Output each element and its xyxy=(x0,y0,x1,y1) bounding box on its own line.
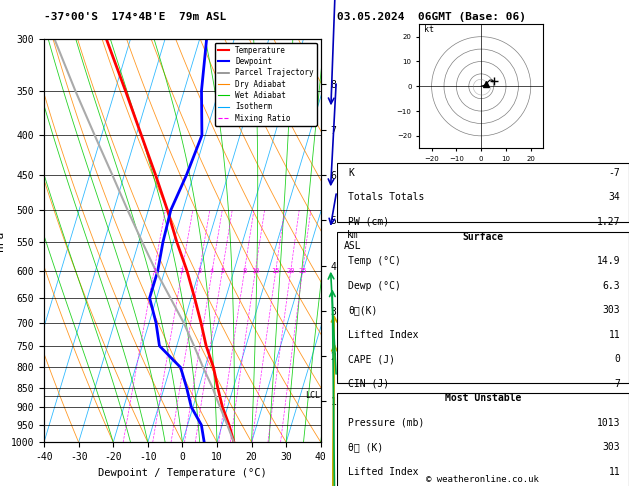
Text: 0: 0 xyxy=(615,354,620,364)
Text: 1013: 1013 xyxy=(597,418,620,428)
Text: Lifted Index: Lifted Index xyxy=(348,467,419,477)
Text: Most Unstable: Most Unstable xyxy=(445,393,521,403)
Bar xyxy=(337,163,629,222)
Text: 6.3: 6.3 xyxy=(603,280,620,291)
Text: Totals Totals: Totals Totals xyxy=(348,192,425,202)
Text: 303: 303 xyxy=(603,442,620,452)
Text: 34: 34 xyxy=(608,192,620,202)
Text: θᴇ(K): θᴇ(K) xyxy=(348,305,377,315)
Text: 2: 2 xyxy=(180,268,184,274)
Text: θᴇ (K): θᴇ (K) xyxy=(348,442,384,452)
Text: 20: 20 xyxy=(286,268,295,274)
X-axis label: Dewpoint / Temperature (°C): Dewpoint / Temperature (°C) xyxy=(98,468,267,478)
Text: 14.9: 14.9 xyxy=(597,256,620,266)
Bar xyxy=(337,231,629,383)
Text: LCL: LCL xyxy=(305,391,320,400)
Text: Temp (°C): Temp (°C) xyxy=(348,256,401,266)
Text: 7: 7 xyxy=(615,379,620,389)
Text: 3: 3 xyxy=(198,268,201,274)
Text: 11: 11 xyxy=(608,467,620,477)
Text: PW (cm): PW (cm) xyxy=(348,217,389,227)
Text: 03.05.2024  06GMT (Base: 06): 03.05.2024 06GMT (Base: 06) xyxy=(337,12,525,22)
Text: 25: 25 xyxy=(298,268,307,274)
Text: Lifted Index: Lifted Index xyxy=(348,330,419,340)
Text: 5: 5 xyxy=(220,268,225,274)
Y-axis label: hPa: hPa xyxy=(0,230,5,251)
Text: K: K xyxy=(348,168,354,178)
Bar xyxy=(337,393,629,486)
Text: 15: 15 xyxy=(272,268,280,274)
Text: 10: 10 xyxy=(251,268,260,274)
Text: © weatheronline.co.uk: © weatheronline.co.uk xyxy=(426,475,539,484)
Text: Pressure (mb): Pressure (mb) xyxy=(348,418,425,428)
Text: 303: 303 xyxy=(603,305,620,315)
Legend: Temperature, Dewpoint, Parcel Trajectory, Dry Adiabat, Wet Adiabat, Isotherm, Mi: Temperature, Dewpoint, Parcel Trajectory… xyxy=(214,43,317,125)
Text: 1: 1 xyxy=(152,268,156,274)
Text: 11: 11 xyxy=(608,330,620,340)
Text: CAPE (J): CAPE (J) xyxy=(348,354,395,364)
Text: 4: 4 xyxy=(210,268,214,274)
Text: 1.27: 1.27 xyxy=(597,217,620,227)
Text: -37°00'S  174°4B'E  79m ASL: -37°00'S 174°4B'E 79m ASL xyxy=(44,12,226,22)
Text: 8: 8 xyxy=(242,268,247,274)
Text: Surface: Surface xyxy=(462,231,503,242)
Text: kt: kt xyxy=(424,25,434,34)
Y-axis label: km
ASL: km ASL xyxy=(344,230,362,251)
Text: CIN (J): CIN (J) xyxy=(348,379,389,389)
Text: -7: -7 xyxy=(608,168,620,178)
Text: Dewp (°C): Dewp (°C) xyxy=(348,280,401,291)
